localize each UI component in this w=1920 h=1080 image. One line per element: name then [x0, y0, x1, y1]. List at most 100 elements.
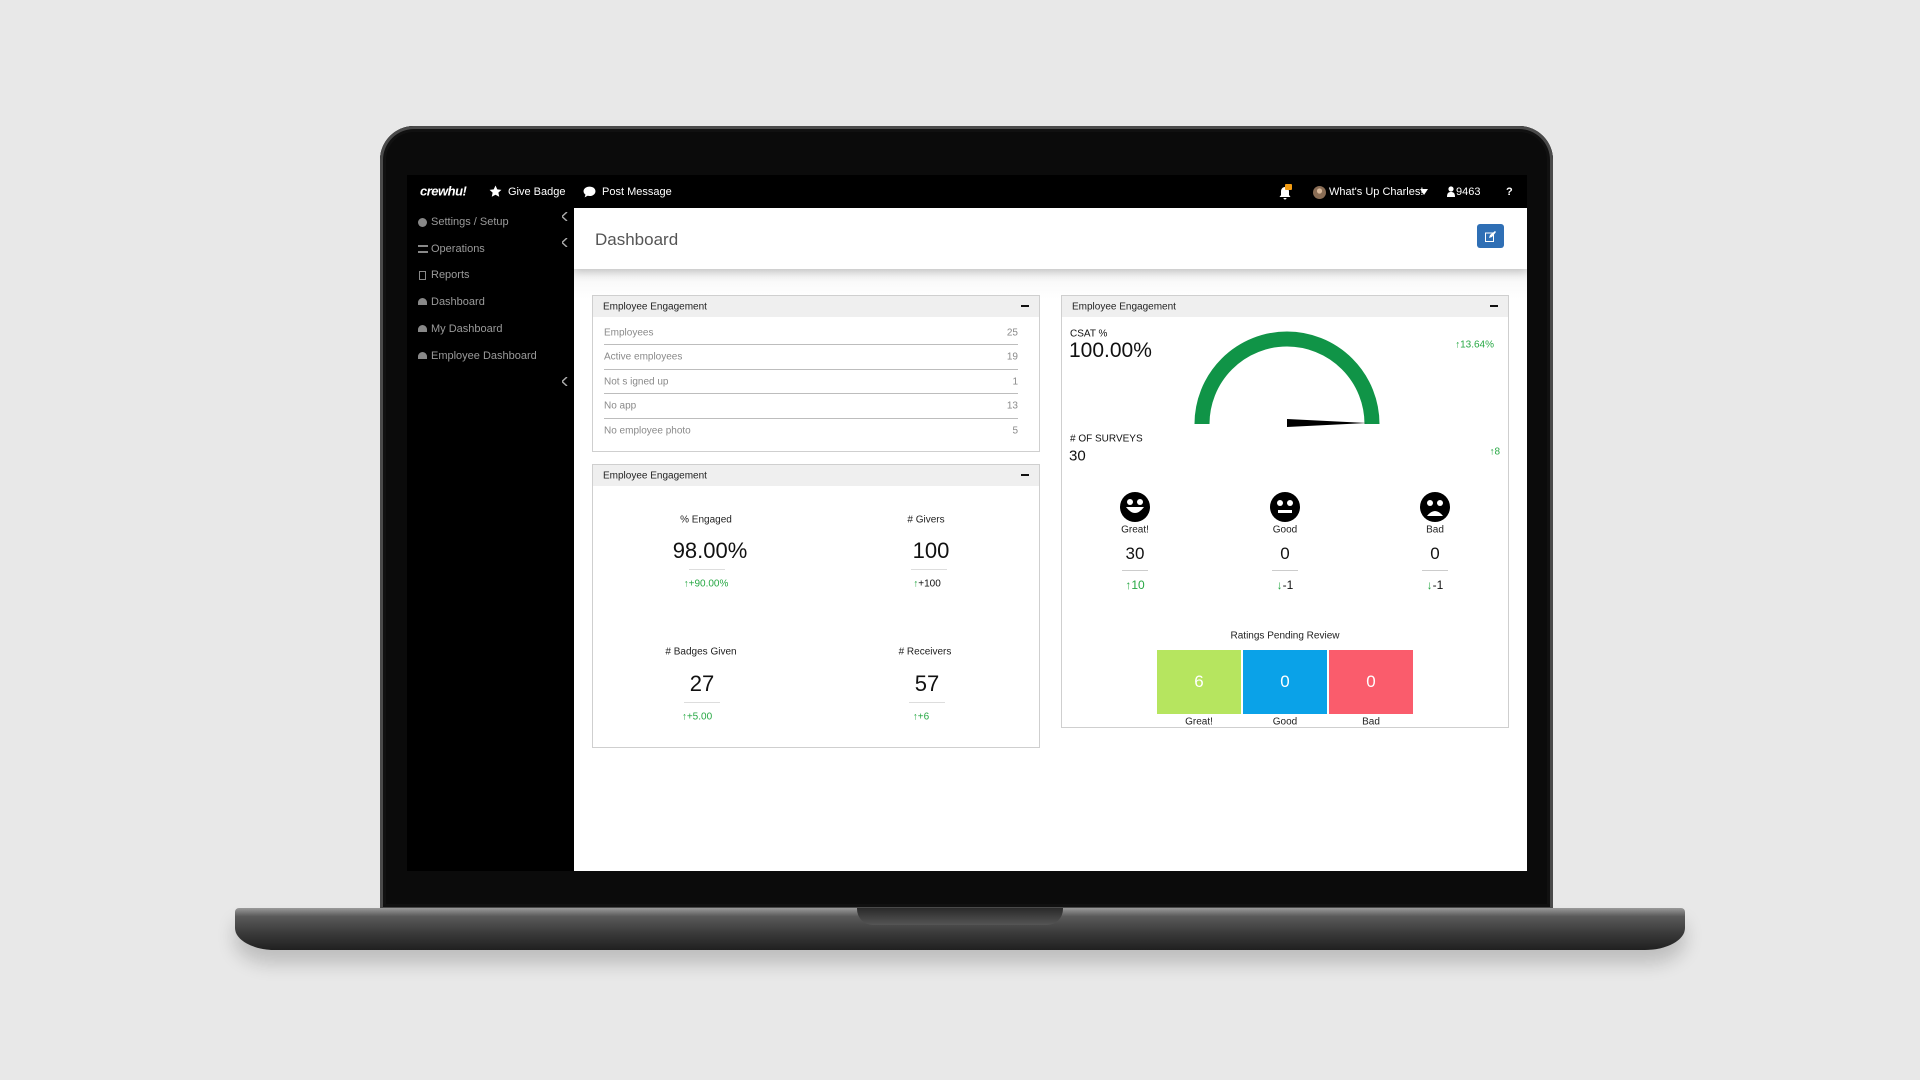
bell-icon[interactable]	[1278, 184, 1292, 200]
panel-header: Employee Engagement	[593, 296, 1039, 317]
collapse-toggle[interactable]	[1021, 305, 1029, 307]
sidebar-item[interactable]: Reports	[431, 269, 470, 281]
stat-value: 27	[689, 671, 715, 696]
stat-label: # Receivers	[898, 646, 952, 658]
sidebar-item[interactable]: Operations	[431, 243, 485, 255]
edit-icon	[1485, 231, 1496, 242]
give-badge-link[interactable]: Give Badge	[508, 186, 566, 198]
change-text: +5.00	[686, 711, 713, 723]
pending-label: Good	[1272, 716, 1298, 728]
gauge-arc	[1194, 331, 1380, 425]
icon	[418, 325, 427, 332]
post-message-link[interactable]: Post Message	[602, 186, 672, 198]
pending-box: 6	[1157, 650, 1241, 714]
sidebar-item[interactable]: Employee Dashboard	[431, 350, 537, 362]
divider	[604, 418, 1018, 419]
rating-label: Bad	[1426, 524, 1444, 536]
up-arrow: ↑	[913, 578, 919, 590]
row-label: Employees	[604, 327, 654, 339]
good-face	[1270, 492, 1300, 522]
pending-box: 0	[1329, 650, 1413, 714]
chat-icon	[583, 186, 596, 198]
change-text: 13.64%	[1460, 339, 1494, 351]
laptop-notch	[857, 908, 1063, 925]
icon	[418, 245, 428, 253]
rating-count: 0	[1280, 544, 1290, 563]
rating-change: ↓-1	[1427, 578, 1444, 592]
csat-gauge	[1194, 331, 1380, 427]
rating-count: 30	[1125, 544, 1145, 563]
stat-change: ↑+90.00%	[684, 579, 729, 590]
user-menu[interactable]: What's Up Charles!	[1329, 186, 1424, 198]
pending-title: Ratings Pending Review	[1230, 630, 1340, 642]
stat-value: 98.00%	[672, 538, 748, 563]
collapse-toggle[interactable]	[1021, 474, 1029, 476]
bad-face	[1420, 492, 1450, 522]
divider	[689, 569, 725, 570]
pending-value: 0	[1280, 672, 1290, 691]
chevron	[562, 212, 568, 221]
up-arrow: ↑	[1125, 578, 1132, 592]
sidebar-item[interactable]: My Dashboard	[431, 323, 503, 335]
change-text: 8	[1494, 446, 1500, 458]
icon	[418, 298, 427, 305]
rating-count: 0	[1430, 544, 1440, 563]
rating-label: Good	[1272, 524, 1298, 536]
stats-panel: Employee Engagement % Engaged 98.00% ↑+9…	[592, 464, 1040, 748]
avatar	[1313, 186, 1326, 199]
chevron	[562, 238, 568, 247]
help[interactable]: ?	[1506, 186, 1513, 198]
up-arrow: ↑	[1455, 339, 1461, 351]
change-text: 10	[1131, 578, 1145, 592]
stat-label: % Engaged	[680, 514, 732, 526]
row-value: 5	[1012, 425, 1018, 437]
page-title: Dashboard	[595, 230, 679, 249]
change-text: +6	[917, 711, 930, 723]
divider	[604, 369, 1018, 370]
pending-value: 6	[1194, 672, 1204, 691]
rating-label: Great!	[1121, 524, 1149, 536]
csat-value: 100.00%	[1069, 339, 1152, 362]
change-text: +100	[918, 578, 941, 590]
edit-button[interactable]	[1477, 224, 1504, 248]
divider	[1122, 570, 1148, 571]
csat-panel: Employee Engagement CSAT % 100.00% ↑13.6…	[1061, 295, 1509, 728]
row-value: 25	[1006, 327, 1018, 339]
panel-title: Employee Engagement	[603, 301, 707, 313]
stat-change: ↑+5.00	[682, 712, 712, 723]
panel-title: Employee Engagement	[603, 470, 707, 482]
surveys-value: 30	[1069, 447, 1086, 465]
surveys-label: # OF SURVEYS	[1070, 433, 1143, 445]
panel-title: Employee Engagement	[1072, 301, 1176, 313]
collapse-toggle[interactable]	[1490, 305, 1498, 307]
stat-value: 100	[912, 538, 950, 563]
pending-label: Bad	[1362, 716, 1380, 728]
change-text: +90.00%	[688, 578, 729, 590]
divider	[684, 702, 720, 703]
pending-label: Great!	[1185, 716, 1213, 728]
rating-change: ↓-1	[1277, 578, 1294, 592]
points: 9463	[1456, 186, 1481, 198]
stat-change: ↑+6	[913, 712, 929, 723]
panel-header: Employee Engagement	[1062, 296, 1508, 317]
up-arrow: ↑	[912, 711, 918, 723]
row-label: Not s igned up	[604, 376, 669, 388]
sidebar-item[interactable]: Dashboard	[431, 296, 485, 308]
change-text: -1	[1432, 578, 1444, 592]
user-icon	[1447, 186, 1455, 197]
screen: crewhu! Give Badge Post Message What's U…	[407, 175, 1527, 871]
divider	[1272, 570, 1298, 571]
icon	[418, 352, 427, 359]
row-value: 19	[1006, 351, 1018, 363]
brand[interactable]: crewhu!	[420, 183, 467, 199]
row-value: 1	[1012, 376, 1018, 388]
row-label: No employee photo	[604, 425, 691, 437]
sidebar-item[interactable]: Settings / Setup	[431, 216, 509, 228]
divider	[604, 393, 1018, 394]
caret	[1420, 189, 1428, 195]
star-icon	[489, 185, 502, 197]
stat-label: # Badges Given	[665, 646, 737, 658]
pending-value: 0	[1366, 672, 1376, 691]
row-value: 13	[1006, 400, 1018, 412]
